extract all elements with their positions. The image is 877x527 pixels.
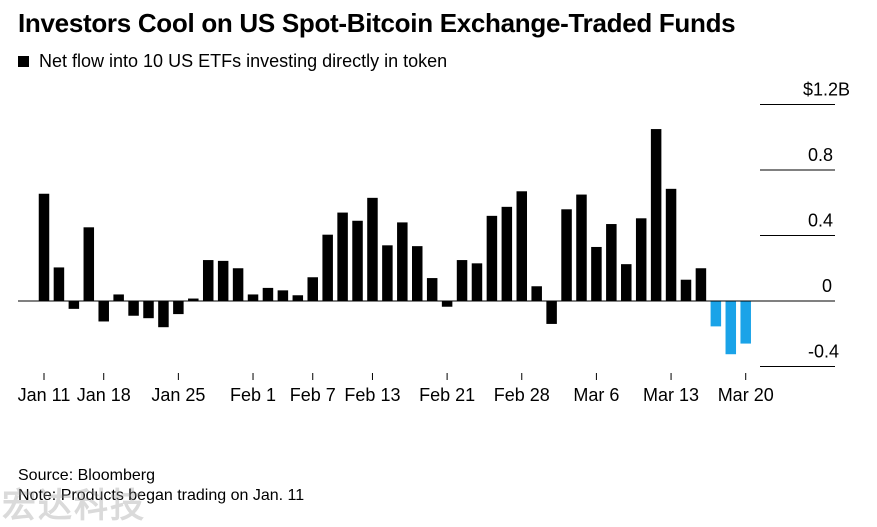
y-tick-label: 0: [822, 276, 832, 296]
bar: [680, 279, 692, 301]
bar: [621, 264, 632, 301]
bar: [158, 301, 169, 328]
x-tick-label: Mar 6: [573, 385, 619, 405]
bar: [725, 301, 737, 355]
x-tick-label: Mar 13: [643, 385, 699, 405]
bar: [188, 298, 199, 301]
bar: [546, 301, 557, 324]
bar: [740, 301, 751, 344]
legend: Net flow into 10 US ETFs investing direc…: [18, 51, 447, 72]
bar: [665, 188, 677, 301]
bar: [606, 224, 617, 301]
bar: [561, 209, 572, 301]
bar: [531, 286, 542, 301]
bar: [98, 301, 109, 322]
x-tick-label: Jan 25: [151, 385, 205, 405]
gridlines: [760, 104, 835, 367]
bar: [202, 260, 214, 301]
x-tick-label: Feb 7: [290, 385, 336, 405]
source-text: Source: Bloomberg: [18, 467, 155, 484]
y-tick-labels: $1.2B 0.8 0.4 0 -0.4: [803, 80, 850, 362]
bar: [83, 227, 95, 301]
bar: [650, 129, 662, 301]
bar: [307, 277, 318, 301]
bar: [441, 301, 453, 307]
bar: [352, 220, 363, 301]
bar: [486, 215, 498, 301]
chart-title: Investors Cool on US Spot-Bitcoin Exchan…: [18, 8, 736, 38]
x-tick-label: Feb 1: [230, 385, 276, 405]
legend-label: Net flow into 10 US ETFs investing direc…: [39, 51, 448, 71]
bar: [173, 301, 184, 315]
bar: [591, 246, 602, 301]
bar: [322, 234, 333, 301]
bar: [113, 294, 124, 301]
bar: [426, 278, 438, 301]
bar: [710, 301, 722, 327]
x-tick-label: Feb 21: [419, 385, 475, 405]
note-text: Note: Products began trading on Jan. 11: [18, 487, 305, 504]
bar: [501, 206, 513, 301]
bar: [397, 222, 408, 301]
bar: [38, 193, 50, 301]
bar: [277, 290, 289, 301]
x-tick-label: Jan 18: [77, 385, 131, 405]
bar: [128, 301, 139, 316]
bar: [516, 191, 528, 301]
x-tick-label: Jan 11: [18, 385, 71, 405]
bar: [232, 268, 244, 301]
legend-swatch: [18, 56, 29, 67]
bars: [38, 129, 751, 355]
y-tick-label: $1.2B: [803, 80, 850, 100]
bar: [53, 267, 65, 301]
y-tick-label: 0.8: [808, 145, 833, 165]
bar: [456, 260, 468, 301]
bar: [337, 212, 348, 301]
bar: [367, 197, 378, 301]
bar: [471, 263, 483, 301]
bar: [412, 246, 423, 301]
bar: [68, 301, 80, 309]
bar: [143, 301, 154, 319]
x-tick-label: Mar 20: [718, 385, 774, 405]
bar: [247, 294, 259, 301]
bar: [576, 194, 587, 301]
y-tick-label: -0.4: [808, 342, 839, 362]
bar: [262, 287, 274, 301]
bar: [382, 245, 393, 301]
y-tick-label: 0.4: [808, 211, 833, 231]
x-tick-label: Feb 28: [494, 385, 550, 405]
x-tick-labels: Jan 11 Jan 18 Jan 25 Feb 1 Feb 7 Feb 13 Feb 21…: [18, 373, 774, 405]
bar-chart: $1.2B 0.8 0.4 0 -0.4 Jan 11 Jan 18 Jan 25 Feb 1…: [18, 80, 850, 406]
bar: [292, 295, 304, 301]
bar: [695, 268, 707, 301]
watermark-logo: 宏达科技: [2, 486, 146, 526]
bar: [217, 260, 229, 301]
x-tick-label: Feb 13: [344, 385, 400, 405]
bar: [635, 218, 647, 301]
